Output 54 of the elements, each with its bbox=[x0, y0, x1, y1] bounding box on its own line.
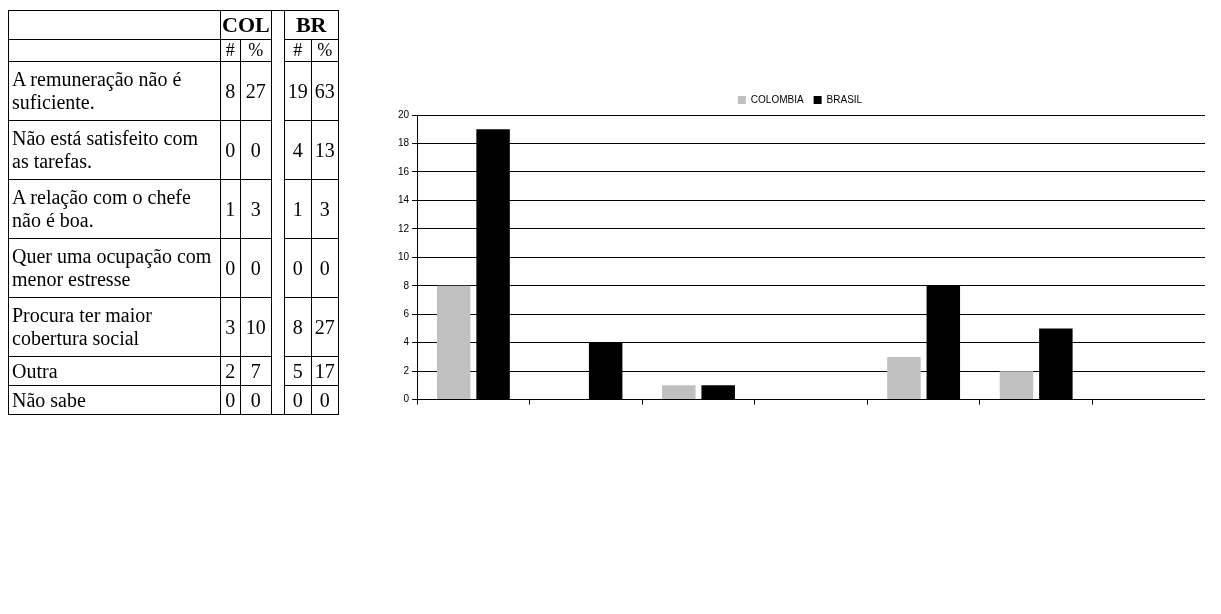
legend-label: # bbox=[220, 39, 241, 62]
data-label: 0 bbox=[284, 238, 312, 298]
data-label: 2 bbox=[220, 356, 241, 386]
data-label: 1 bbox=[284, 179, 312, 239]
y-tick-label: 14 bbox=[398, 194, 410, 206]
category-label: A relação com o chefe não é boa. bbox=[8, 179, 221, 239]
legend-label: % bbox=[311, 39, 339, 62]
y-tick-label: 0 bbox=[403, 393, 410, 405]
data-label: 8 bbox=[284, 297, 312, 357]
category-label: Não sabe bbox=[8, 385, 221, 415]
legend-label: BRASIL bbox=[826, 93, 863, 105]
data-label: 0 bbox=[220, 238, 241, 298]
y-tick-label: 2 bbox=[403, 364, 410, 376]
data-label: 3 bbox=[220, 297, 241, 357]
data-label: 10 bbox=[240, 297, 272, 357]
y-tick-label: 6 bbox=[403, 307, 410, 319]
data-label: 5 bbox=[284, 356, 312, 386]
data-label: 0 bbox=[220, 120, 241, 180]
data-label: 0 bbox=[284, 385, 312, 415]
data-label: 19 bbox=[284, 61, 312, 121]
data-label: 0 bbox=[311, 385, 339, 415]
data-label: 0 bbox=[311, 238, 339, 298]
category-label: A remuneração não é suficiente. bbox=[8, 61, 221, 121]
category-label: Procura ter maior cobertura social bbox=[8, 297, 221, 357]
data-label: 3 bbox=[311, 179, 339, 239]
y-tick-label: 4 bbox=[403, 336, 410, 348]
y-tick-label: 16 bbox=[398, 165, 410, 177]
legend-label: # bbox=[284, 39, 312, 62]
data-label: 13 bbox=[311, 120, 339, 180]
data-label: 3 bbox=[240, 179, 272, 239]
text: BR bbox=[284, 10, 339, 40]
legend-label: % bbox=[240, 39, 272, 62]
data-label: 4 bbox=[284, 120, 312, 180]
data-label: 0 bbox=[220, 385, 241, 415]
data-label: 0 bbox=[240, 385, 272, 415]
y-tick-label: 10 bbox=[398, 251, 410, 263]
data-label: 7 bbox=[240, 356, 272, 386]
data-label: 8 bbox=[220, 61, 241, 121]
category-label: Quer uma ocupação com menor estresse bbox=[8, 238, 221, 298]
y-tick-label: 12 bbox=[398, 222, 410, 234]
data-label: 0 bbox=[240, 120, 272, 180]
data-label: 1 bbox=[220, 179, 241, 239]
y-tick-label: 18 bbox=[398, 137, 410, 149]
y-tick-label: 20 bbox=[398, 108, 410, 120]
data-label: 17 bbox=[311, 356, 339, 386]
y-tick-label: 8 bbox=[403, 279, 410, 291]
category-label: Outra bbox=[8, 356, 221, 386]
data-label: 27 bbox=[240, 61, 272, 121]
legend-label: COLOMBIA bbox=[750, 93, 804, 105]
category-label: Não está satisfeito com as tarefas. bbox=[8, 120, 221, 180]
text: COL bbox=[220, 10, 272, 40]
data-label: 63 bbox=[311, 61, 339, 121]
data-label: 0 bbox=[240, 238, 272, 298]
data-label: 27 bbox=[311, 297, 339, 357]
